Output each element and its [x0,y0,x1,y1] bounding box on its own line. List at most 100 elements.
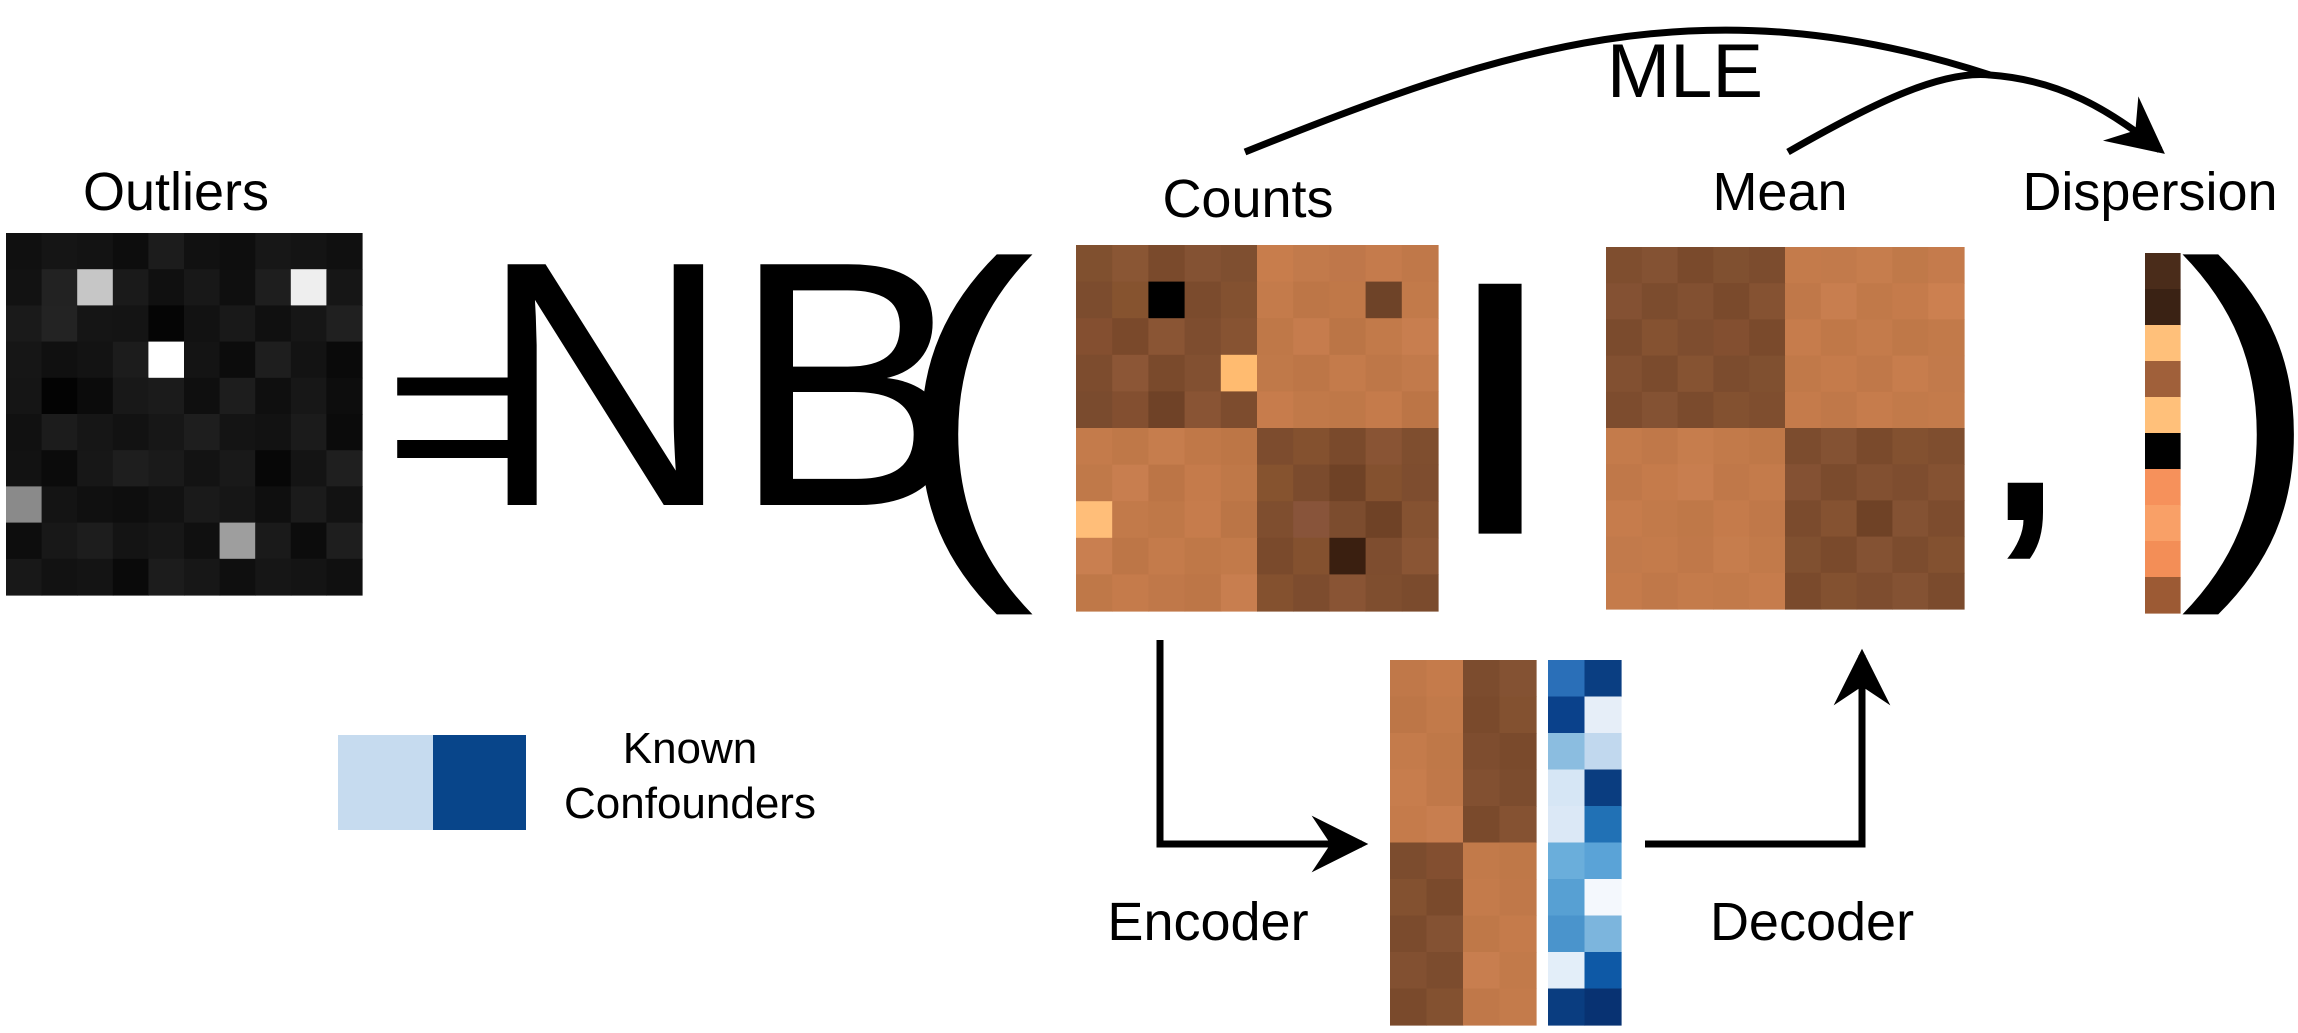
outliers-cell [326,341,363,379]
encoder-arrow [1156,640,1369,873]
outliers-cell [41,414,78,451]
encoder-label: Encoder [1107,892,1308,952]
counts-cell [1148,501,1186,539]
legend-swatch-light [338,735,433,830]
conditional-bar: | [1453,236,1547,536]
confounder-cell [1584,660,1622,698]
outliers-cell [112,377,149,415]
latent-cell [1463,988,1501,1026]
latent-cell [1499,696,1537,734]
outliers-cell [77,341,114,379]
counts-cell [1401,318,1439,356]
outliers-cell [219,558,256,596]
outliers-cell [77,558,114,596]
latent-cell [1463,915,1501,953]
outliers-cell [41,522,78,560]
mean-cell [1749,355,1786,393]
mean-cell [1785,247,1822,284]
mean-cell [1713,500,1750,538]
outliers-cell [255,522,292,560]
outliers-cell [326,377,363,415]
dispersion-cell [2145,361,2181,398]
mean-cell [1641,428,1679,465]
mean-cell [1749,572,1786,610]
confounder-cell [1548,952,1586,990]
counts-cell [1220,501,1258,539]
confounder-cell [1548,660,1586,698]
mean-cell [1820,391,1858,429]
outliers-cell [148,558,185,596]
outliers-cell [184,558,221,596]
counts-cell [1257,501,1294,539]
mean-cell [1713,391,1750,429]
outliers-cell [326,486,363,524]
counts-cell [1293,537,1330,575]
outliers-cell [148,450,185,487]
mean-cell [1606,500,1643,538]
mean-cell [1928,572,1965,610]
counts-cell [1112,354,1149,392]
outliers-cell [6,558,43,596]
latent-cell [1426,842,1464,880]
counts-cell [1329,574,1367,612]
latent-cell [1463,806,1501,844]
mean-cell [1892,391,1929,429]
counts-cell [1220,428,1258,466]
mean-cell [1785,428,1822,465]
latent-cell [1390,806,1428,844]
outliers-cell [41,269,78,306]
mean-cell [1749,247,1786,284]
outliers-cell [184,414,221,451]
mean-cell [1677,536,1714,574]
counts-cell [1257,318,1294,356]
dispersion-cell [2145,505,2181,542]
outliers-cell [184,486,221,524]
confounder-cell [1584,952,1622,990]
counts-matrix [1076,245,1439,612]
latent-cell [1426,952,1464,990]
mean-cell [1713,464,1750,501]
counts-cell [1329,428,1367,466]
mean-cell [1641,464,1679,501]
outliers-cell [41,558,78,596]
latent-cell [1463,696,1501,734]
outliers-cell [326,305,363,343]
counts-cell [1293,281,1330,319]
latent-cell [1499,842,1537,880]
counts-label: Counts [1162,169,1333,229]
mean-cell [1713,247,1750,284]
latent-cell [1390,769,1428,807]
counts-cell [1148,464,1186,502]
counts-cell [1365,354,1403,392]
confounder-cell [1548,733,1586,771]
counts-cell [1184,281,1222,319]
mean-cell [1606,464,1643,501]
outliers-cell [326,233,363,270]
decoder-arrow [1645,648,1891,848]
counts-cell [1365,245,1403,283]
latent-cell [1499,988,1537,1026]
outliers-cell [290,522,327,560]
latent-cell [1499,769,1537,807]
mean-cell [1820,572,1858,610]
outliers-cell [112,558,149,596]
mean-cell [1892,247,1929,284]
latent-cell [1463,879,1501,917]
confounder-cell [1584,733,1622,771]
mean-cell [1749,428,1786,465]
mean-cell [1820,355,1858,393]
outliers-cell [6,450,43,487]
outliers-cell [77,377,114,415]
counts-cell [1329,537,1367,575]
counts-cell [1293,501,1330,539]
mean-cell [1928,355,1965,393]
outliers-cell [184,233,221,270]
legend-swatch-dark [433,735,526,830]
counts-cell [1293,464,1330,502]
outliers-cell [326,450,363,487]
mean-cell [1820,319,1858,357]
mean-cell [1677,355,1714,393]
confounder-cell [1548,842,1586,880]
mean-cell [1677,391,1714,429]
